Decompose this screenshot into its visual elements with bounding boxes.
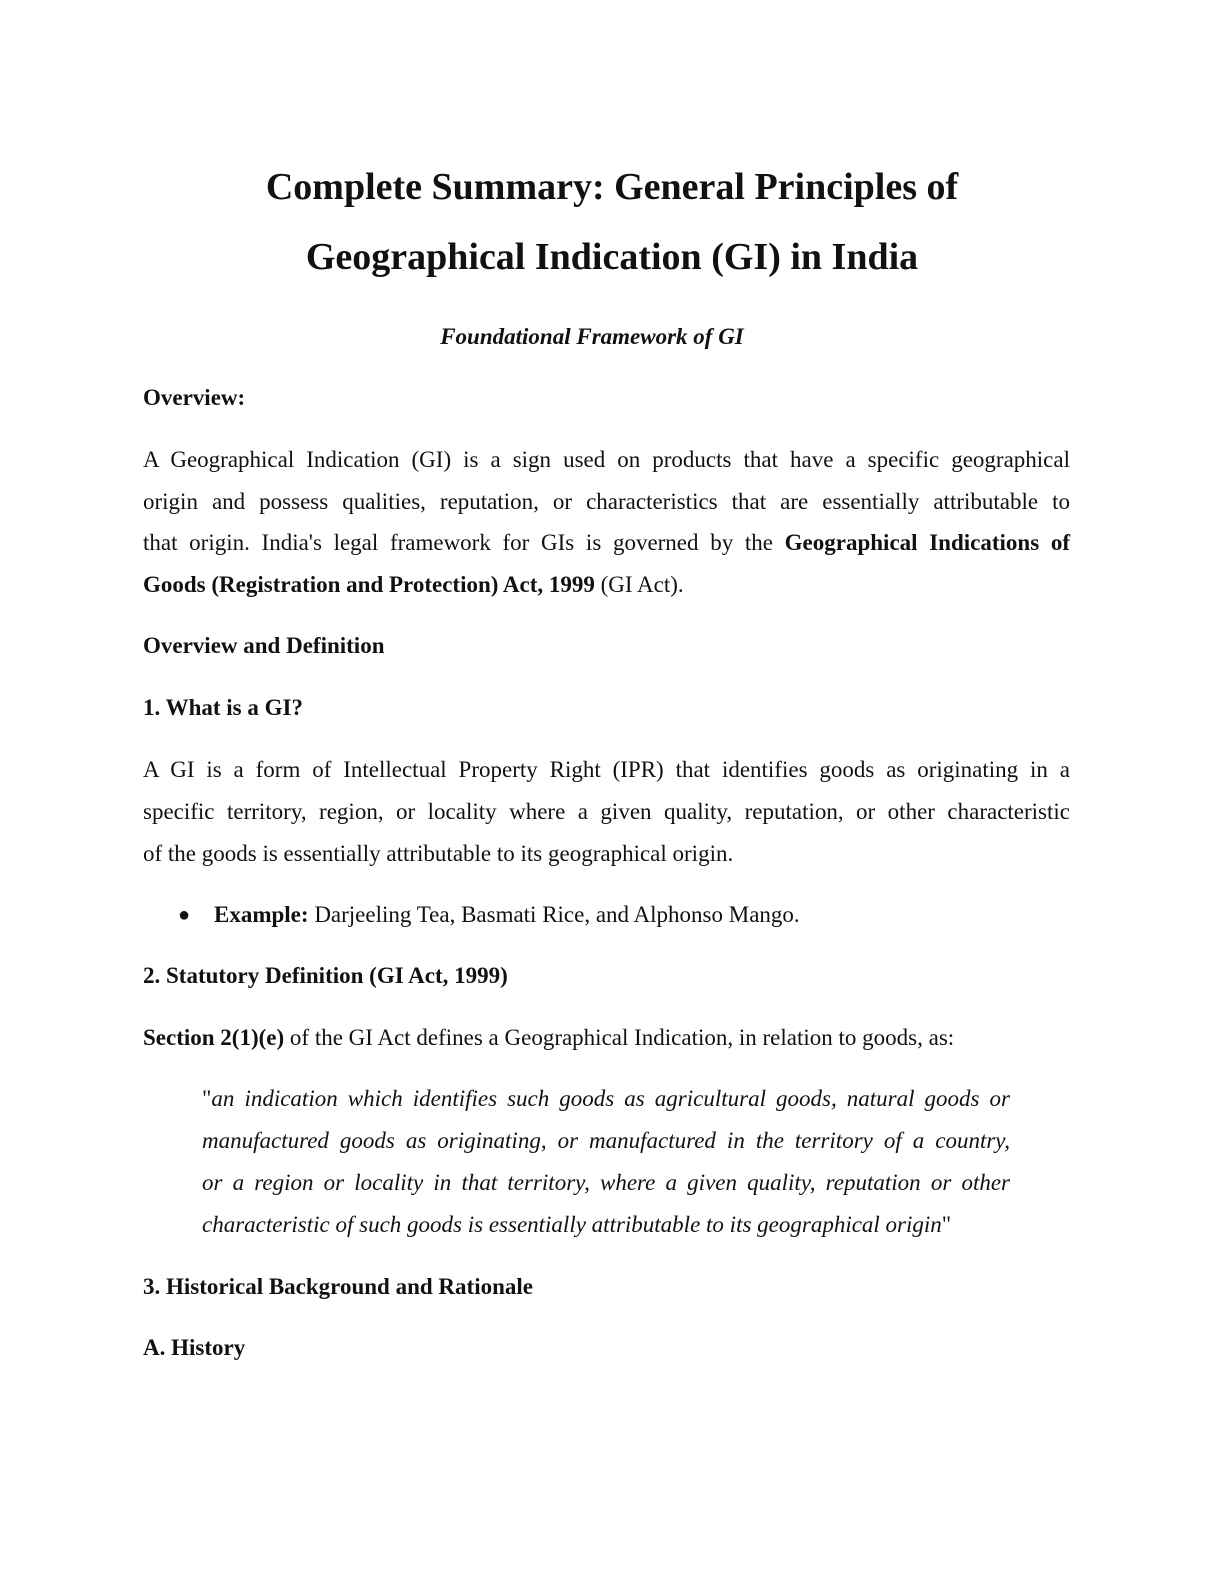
text: characteristic of such goods is essentia…	[202, 1212, 942, 1237]
document-title-line-1: Complete Summary: General Principles of	[265, 166, 959, 208]
section-heading: Overview and Definition	[143, 633, 385, 658]
quote-line: or a region or locality in that territor…	[202, 1170, 1010, 1195]
example-bullet-item: Example: Darjeeling Tea, Basmati Rice, a…	[214, 900, 800, 930]
act-name-bold: Goods (Registration and Protection) Act,…	[143, 572, 595, 597]
document-title-line-2: Geographical Indication (GI) in India	[305, 236, 919, 278]
heading-historical-background: 3. Historical Background and Rationale	[143, 1274, 533, 1299]
paragraph-line: of the goods is essentially attributable…	[143, 841, 734, 866]
act-name-bold: Geographical Indications of	[784, 530, 1070, 555]
paragraph-line: A GI is a form of Intellectual Property …	[143, 757, 1070, 782]
section-reference: Section 2(1)(e) of the GI Act defines a …	[143, 1023, 954, 1053]
paragraph-line: specific territory, region, or locality …	[143, 799, 1070, 824]
quote-line: characteristic of such goods is essentia…	[202, 1210, 1010, 1240]
quote-line: "an indication which identifies such goo…	[202, 1084, 1010, 1114]
quote-mark: "	[941, 1212, 952, 1237]
heading-what-is-gi: 1. What is a GI?	[143, 695, 303, 720]
text: (GI Act).	[594, 572, 684, 597]
section-number: Section 2(1)(e)	[143, 1025, 285, 1050]
quote-line: manufactured goods as originating, or ma…	[202, 1128, 1010, 1153]
heading-history: A. History	[143, 1335, 246, 1360]
section-text: of the GI Act defines a Geographical Ind…	[284, 1025, 955, 1050]
example-text: Darjeeling Tea, Basmati Rice, and Alphon…	[308, 902, 800, 927]
heading-statutory-definition: 2. Statutory Definition (GI Act, 1999)	[143, 963, 508, 988]
example-label: Example:	[214, 902, 309, 927]
paragraph-line: A Geographical Indication (GI) is a sign…	[143, 447, 1070, 472]
bullet-icon: ●	[178, 904, 191, 926]
text: an indication which identifies such good…	[211, 1086, 1010, 1111]
text: that origin. India's legal framework for…	[143, 530, 785, 555]
paragraph-line: Goods (Registration and Protection) Act,…	[143, 570, 1070, 600]
quote-mark: "	[202, 1086, 212, 1111]
paragraph-line: origin and possess qualities, reputation…	[143, 489, 1070, 514]
overview-heading: Overview:	[143, 385, 246, 410]
paragraph-line: that origin. India's legal framework for…	[143, 528, 1070, 558]
subtitle: Foundational Framework of GI	[440, 324, 744, 349]
